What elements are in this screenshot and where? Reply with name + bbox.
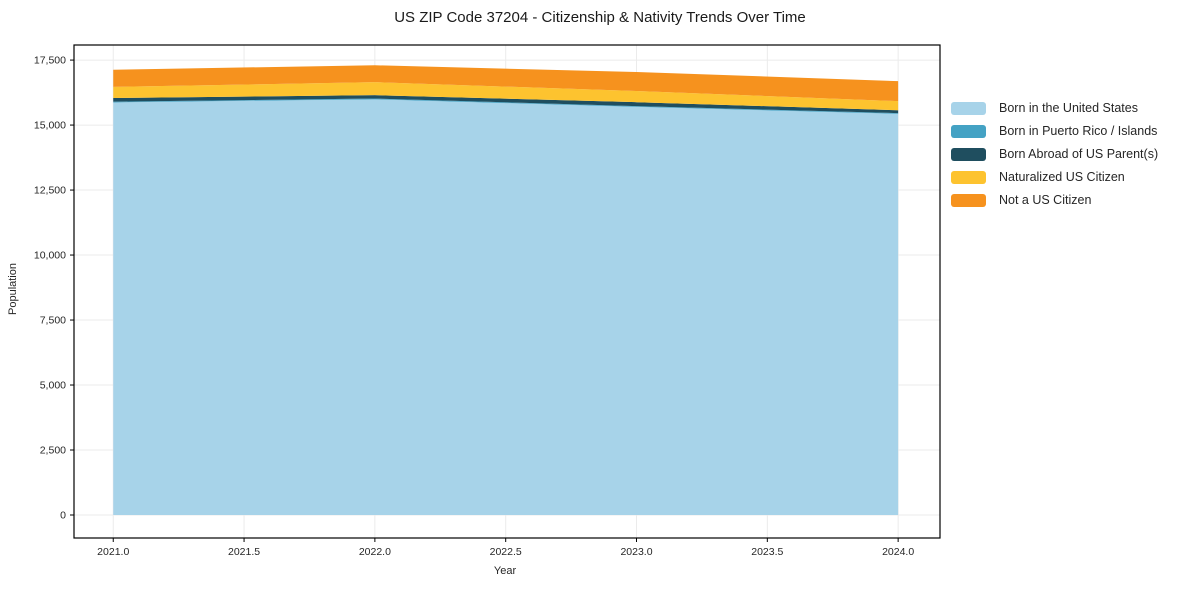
legend-label: Born in Puerto Rico / Islands: [999, 124, 1158, 138]
x-tick-label: 2021.5: [228, 546, 260, 558]
y-tick-label: 12,500: [34, 185, 66, 197]
legend-swatch: [951, 147, 986, 161]
x-tick-label: 2022.0: [359, 546, 391, 558]
x-axis-label: Year: [493, 565, 517, 577]
legend-label: Born in the United States: [999, 101, 1138, 115]
legend-item: Naturalized US Citizen: [951, 170, 1158, 184]
legend-swatch: [951, 193, 986, 207]
area-series: [113, 95, 899, 114]
legend-item: Born Abroad of US Parent(s): [951, 147, 1158, 161]
legend-item: Born in Puerto Rico / Islands: [951, 124, 1158, 138]
legend-swatch: [951, 124, 986, 138]
legend-swatch: [951, 101, 986, 115]
y-tick-label: 5,000: [40, 380, 66, 392]
y-tick-label: 15,000: [34, 120, 66, 132]
legend-label: Naturalized US Citizen: [999, 170, 1125, 184]
chart-title: US ZIP Code 37204 - Citizenship & Nativi…: [394, 9, 806, 26]
area-series: [113, 99, 899, 515]
x-tick-label: 2021.0: [97, 546, 129, 558]
area-series: [113, 82, 899, 111]
area-series: [113, 65, 899, 102]
x-tick-label: 2023.5: [751, 546, 783, 558]
x-tick-label: 2022.5: [490, 546, 522, 558]
legend-label: Born Abroad of US Parent(s): [999, 147, 1159, 161]
x-tick-label: 2023.0: [620, 546, 652, 558]
y-tick-label: 0: [60, 509, 66, 521]
legend-item: Not a US Citizen: [951, 193, 1158, 207]
legend-swatch: [951, 170, 986, 184]
legend-item: Born in the United States: [951, 101, 1158, 115]
plot-border: [73, 44, 941, 539]
legend-label: Not a US Citizen: [999, 193, 1092, 207]
legend: Born in the United States Born in Puerto …: [951, 101, 1158, 207]
y-tick-label: 17,500: [34, 55, 66, 67]
y-tick-label: 2,500: [40, 445, 66, 457]
y-tick-label: 10,000: [34, 250, 66, 262]
x-tick-label: 2024.0: [882, 546, 914, 558]
y-tick-label: 7,500: [40, 315, 66, 327]
